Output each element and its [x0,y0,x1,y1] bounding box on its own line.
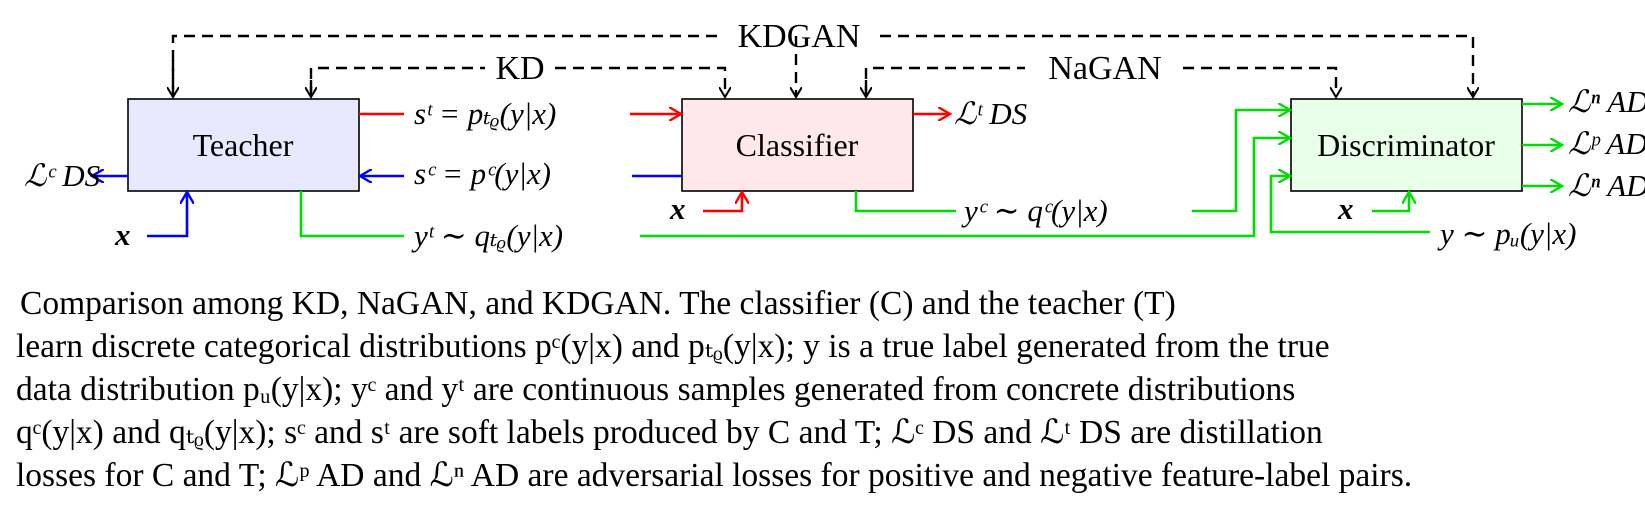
kdgan-diagram: KDGAN KD NaGAN Teacher Classifier Discri… [24,18,1645,253]
classifier-input-x [703,192,742,213]
classifier-box: Classifier [681,98,914,192]
teacher-ds-loss: ℒᶜ DS [24,158,100,193]
classifier-sample-out [854,191,956,213]
teacher-sample-out [299,191,404,238]
discriminator-input-x [1372,192,1409,213]
true-label-to-discriminator [1269,176,1430,234]
classifier-label: Classifier [736,127,859,163]
sample-teacher-label: yᵗ ∼ qₜᵨ(y|x) [411,218,563,253]
sample-classifier-label: yᶜ ∼ qᶜ(y|x) [961,193,1108,228]
caption-line: Comparison among KD, NaGAN, and KDGAN. T… [20,285,1176,322]
red-edges [359,114,950,213]
sample-classifier-to-discriminator [1192,110,1290,213]
discriminator-box: Discriminator [1290,98,1523,192]
teacher-input-x-label: x [114,217,131,252]
green-edges [299,104,1562,238]
classifier-ds-loss: ℒᵗ DS [954,96,1027,131]
caption-line: learn discrete categorical distributions… [16,328,1330,365]
teacher-label: Teacher [193,127,294,163]
soft-teacher-label: sᵗ = pₜᵨ(y|x) [414,96,556,131]
soft-classifier-label: sᶜ = pᶜ(y|x) [414,156,551,191]
nagan-label: NaGAN [1048,50,1161,87]
teacher-input-x [147,192,187,238]
ad-n-top-loss: ℒⁿ AD [1568,84,1645,119]
caption-line: qᶜ(y|x) and qₜᵨ(y|x); sᶜ and sᵗ are soft… [16,414,1323,451]
true-label-label: y ∼ pᵤ(y|x) [1437,216,1577,251]
kd-label: KD [495,50,544,87]
classifier-input-x-label: x [669,191,686,226]
kdgan-connector [171,34,1473,97]
discriminator-input-x-label: x [1337,191,1354,226]
caption-line: data distribution pᵤ(y|x); yᶜ and yᵗ are… [16,371,1296,408]
dashed-connectors [171,34,1473,97]
caption-line: losses for C and T; ℒᵖ AD and ℒⁿ AD are … [16,457,1413,494]
blue-edges [92,176,682,238]
teacher-box: Teacher [127,98,360,192]
figure-caption: Comparison among KD, NaGAN, and KDGAN. T… [16,282,1636,497]
kdgan-label: KDGAN [738,18,861,55]
sample-teacher-to-discriminator [640,138,1290,238]
ad-n-bottom-loss: ℒⁿ AD [1568,168,1645,203]
ad-p-loss: ℒᵖ AD [1568,126,1645,161]
discriminator-label: Discriminator [1317,127,1495,163]
